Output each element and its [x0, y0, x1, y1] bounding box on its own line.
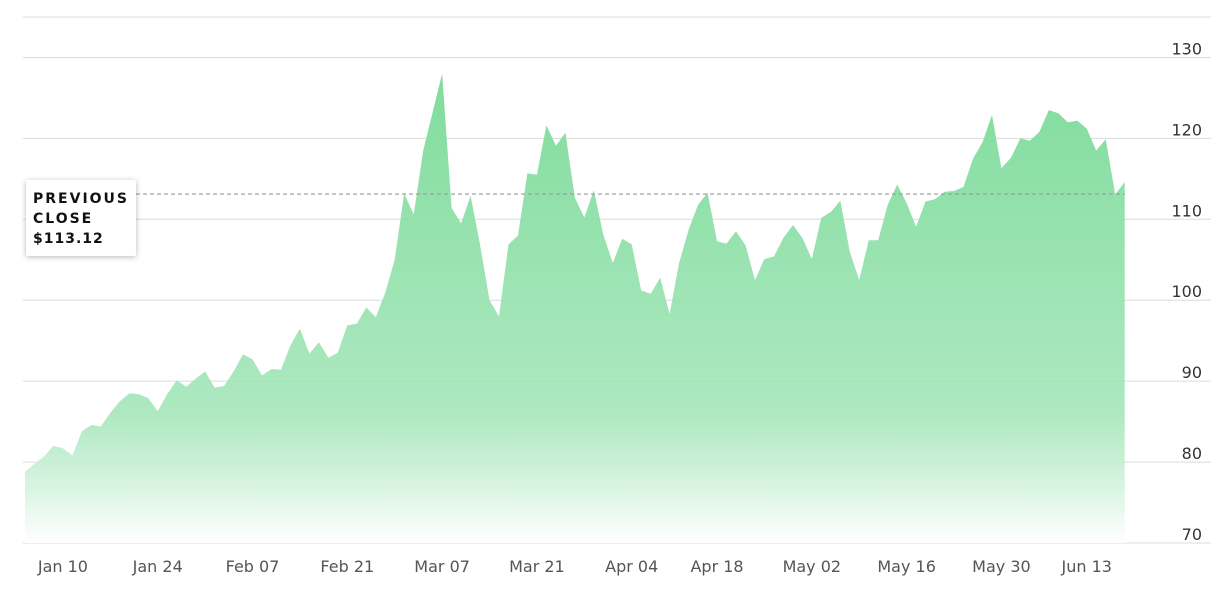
- x-tick-label: Apr 04: [605, 557, 658, 576]
- y-tick-label: 130: [1171, 39, 1202, 58]
- x-tick-label: Mar 21: [509, 557, 565, 576]
- price-area: [25, 73, 1125, 543]
- y-tick-label: 80: [1182, 444, 1202, 463]
- y-tick-label: 110: [1171, 201, 1202, 220]
- x-tick-label: May 30: [972, 557, 1031, 576]
- x-tick-label: Feb 21: [320, 557, 374, 576]
- previous-close-value: $113.12: [33, 231, 104, 247]
- x-tick-label: Jun 13: [1061, 557, 1112, 576]
- x-tick-label: Apr 18: [690, 557, 743, 576]
- x-tick-label: Feb 07: [226, 557, 280, 576]
- y-tick-label: 90: [1182, 363, 1202, 382]
- x-axis-labels: Jan 10 Jan 24 Feb 07 Feb 21 Mar 07 Mar 21 Apr …: [37, 557, 1112, 576]
- x-tick-label: May 16: [877, 557, 936, 576]
- previous-close-title-line2: CLOSE: [33, 211, 94, 227]
- x-tick-label: May 02: [783, 557, 842, 576]
- previous-close-title: PREVIOUS: [33, 191, 130, 207]
- x-tick-label: Mar 07: [414, 557, 470, 576]
- previous-close-label: PREVIOUS CLOSE $113.12: [26, 180, 136, 256]
- x-tick-label: Jan 24: [132, 557, 183, 576]
- y-tick-label: 120: [1171, 120, 1202, 139]
- y-tick-label: 100: [1171, 282, 1202, 301]
- y-axis-labels: 70 80 90 100 110 120 130: [1171, 39, 1202, 544]
- x-tick-label: Jan 10: [37, 557, 88, 576]
- y-tick-label: 70: [1182, 525, 1202, 544]
